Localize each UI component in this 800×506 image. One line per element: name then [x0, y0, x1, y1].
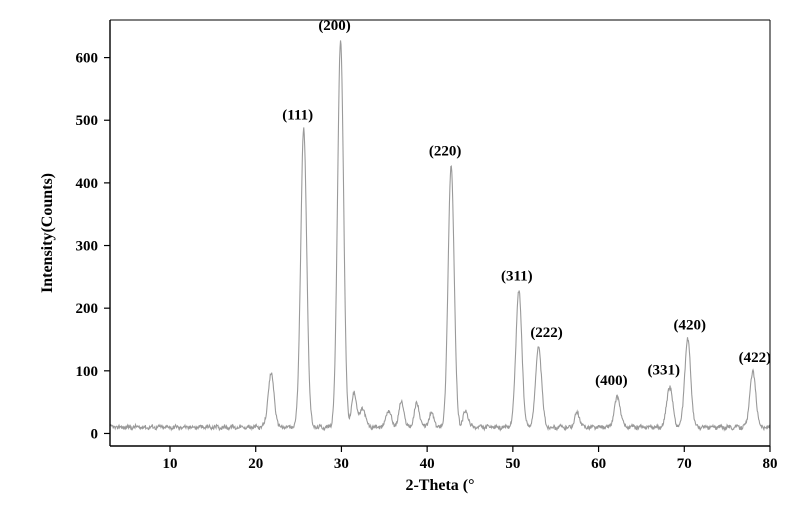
peak-label: (111): [282, 108, 313, 124]
x-tick-label: 30: [334, 456, 349, 472]
y-axis-label: Intensity(Counts): [39, 173, 56, 293]
y-tick-label: 300: [76, 239, 99, 255]
peak-label: (422): [739, 350, 772, 366]
y-tick-label: 100: [76, 364, 99, 380]
x-tick-label: 50: [505, 456, 520, 472]
y-tick-label: 400: [76, 176, 99, 192]
x-axis-label: 2-Theta (°: [405, 477, 474, 494]
peak-label: (420): [673, 318, 706, 334]
xrd-chart: 10 20 30 40 50 60 70 80 0 100 200 300 400 500 600 2-The…: [0, 0, 800, 506]
x-tick-label: 10: [163, 456, 178, 472]
y-tick-label: 200: [76, 301, 99, 317]
chart-svg: 10 20 30 40 50 60 70 80 0 100 200 300 400 500 600 2-The…: [0, 0, 800, 506]
y-tick-label: 500: [76, 113, 99, 129]
x-tick-label: 40: [420, 456, 435, 472]
peak-label: (331): [647, 362, 680, 378]
peak-label: (200): [318, 18, 351, 34]
y-tick-label: 0: [91, 426, 99, 442]
x-tick-label: 60: [591, 456, 606, 472]
peak-label: (311): [501, 269, 533, 285]
x-tick-label: 80: [763, 456, 778, 472]
peak-label: (222): [530, 325, 563, 341]
peak-label: (220): [429, 143, 462, 159]
y-tick-label: 600: [76, 51, 99, 67]
x-tick-label: 20: [248, 456, 263, 472]
x-tick-label: 70: [677, 456, 692, 472]
peak-label: (400): [595, 373, 628, 389]
